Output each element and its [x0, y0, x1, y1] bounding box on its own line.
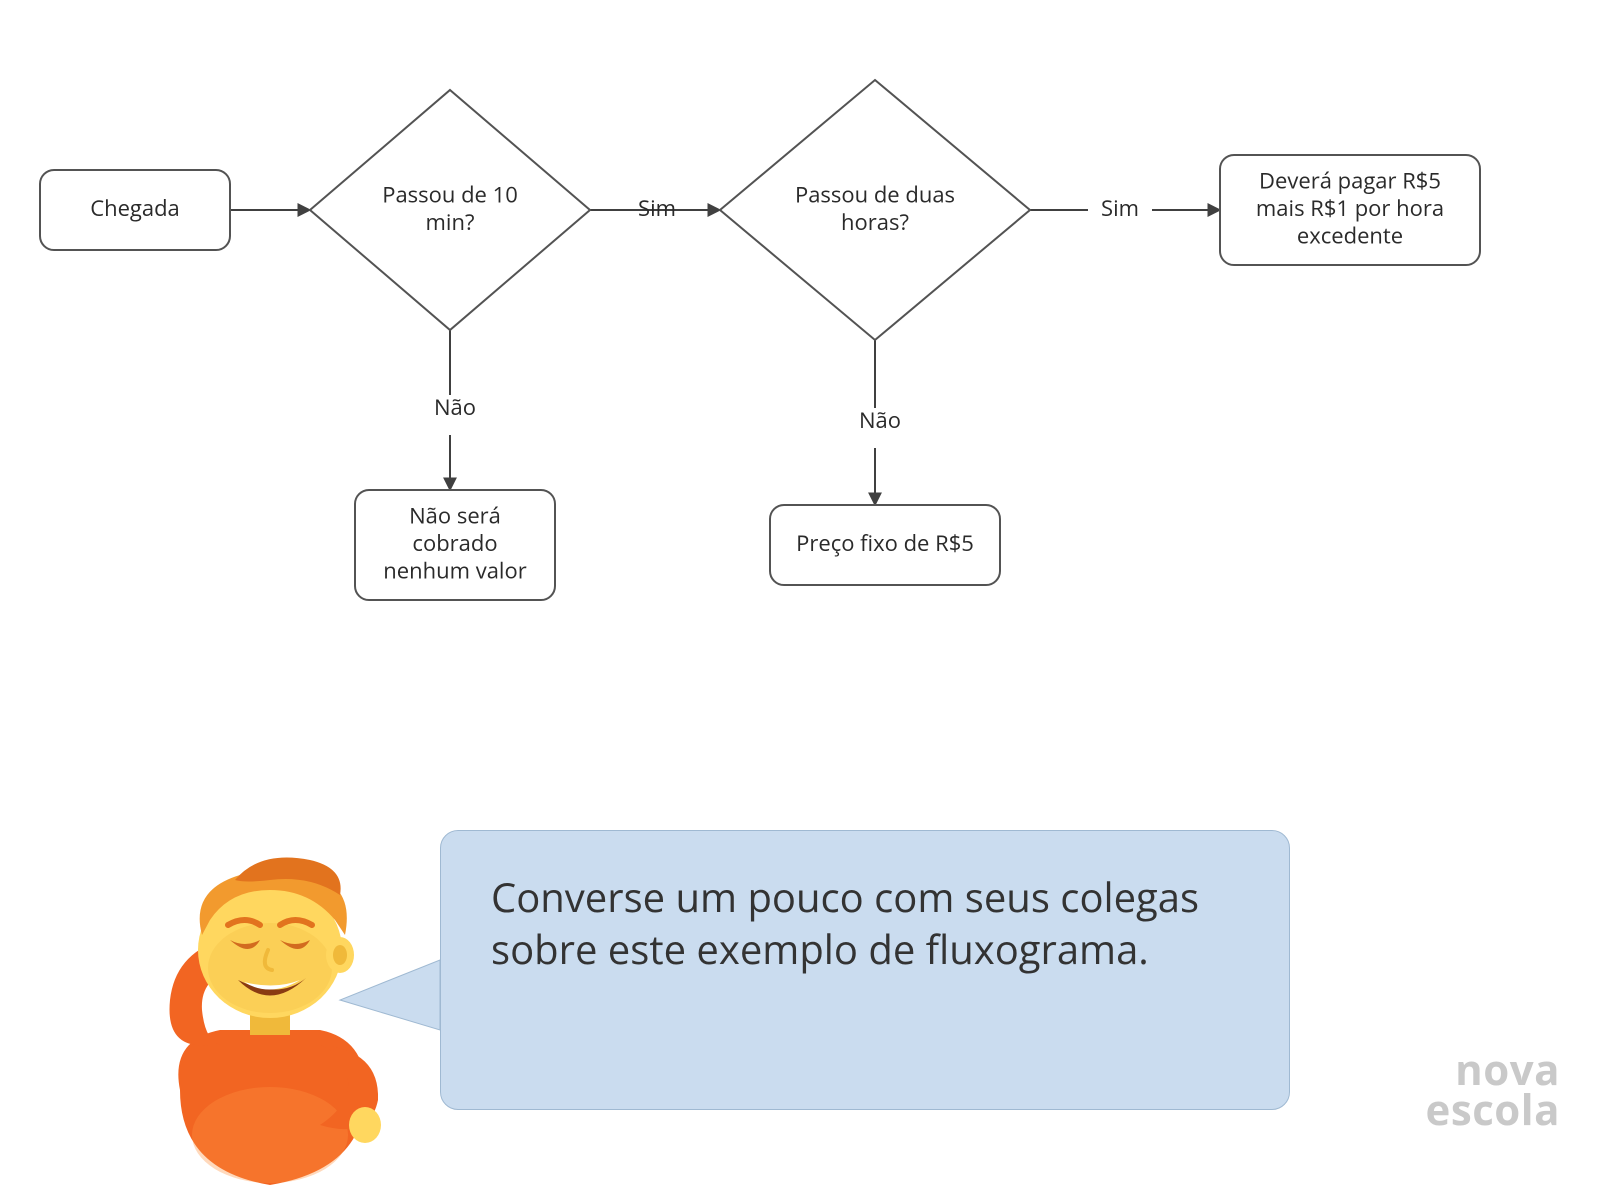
flow-node-d2h: Passou de duashoras?: [720, 80, 1030, 340]
edge-label: Não: [859, 405, 901, 435]
flow-node-text: Não será: [409, 501, 501, 531]
flow-node-text: nenhum valor: [383, 556, 526, 586]
flow-node-result: Deverá pagar R$5mais R$1 por horaexceden…: [1220, 155, 1480, 265]
flow-node-d10: Passou de 10min?: [310, 90, 590, 330]
flow-node-text: cobrado: [412, 528, 497, 558]
flow-node-text: horas?: [841, 207, 909, 237]
flow-node-nao1: Não serácobradonenhum valor: [355, 490, 555, 600]
edge-label: Não: [434, 392, 476, 422]
speech-text: Converse um pouco com seus colegas sobre…: [491, 871, 1239, 975]
brand-logo: nova escola: [1426, 1050, 1560, 1130]
flow-node-text: min?: [426, 207, 475, 237]
brand-line2: escola: [1426, 1090, 1560, 1130]
flow-node-text: Passou de 10: [382, 179, 518, 209]
edge-label: Sim: [638, 193, 676, 223]
flow-node-text: Preço fixo de R$5: [796, 528, 974, 558]
edge-label: Sim: [1101, 193, 1139, 223]
flow-node-text: mais R$1 por hora: [1256, 193, 1444, 223]
flow-node-text: excedente: [1297, 221, 1403, 251]
flow-node-text: Deverá pagar R$5: [1259, 166, 1441, 196]
flow-node-nao2: Preço fixo de R$5: [770, 505, 1000, 585]
mascot-icon: [110, 840, 430, 1200]
flow-node-text: Passou de duas: [795, 179, 955, 209]
flowchart: SimNãoSimNãoChegadaPassou de 10min?Passo…: [0, 0, 1600, 720]
flow-node-chegada: Chegada: [40, 170, 230, 250]
flow-node-text: Chegada: [90, 193, 180, 223]
speech-bubble: Converse um pouco com seus colegas sobre…: [440, 830, 1290, 1110]
